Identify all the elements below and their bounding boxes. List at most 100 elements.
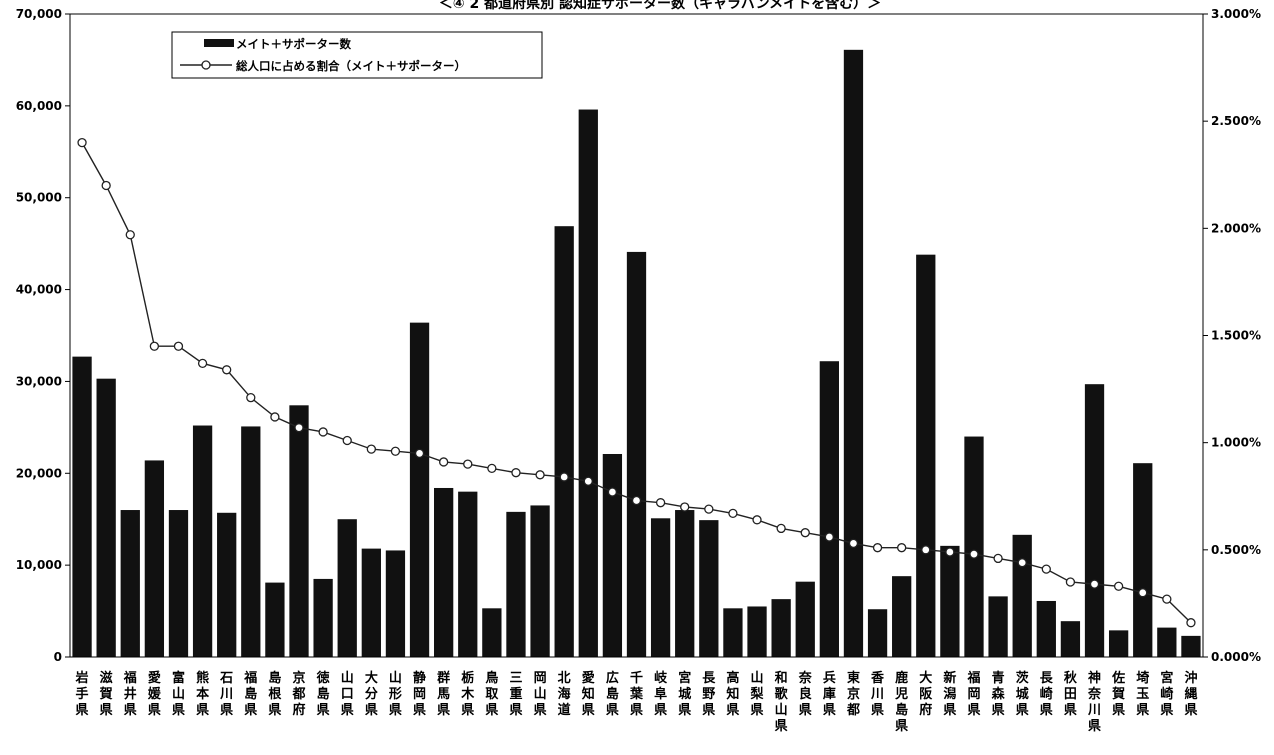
ratio-point xyxy=(125,230,135,240)
ratio-point xyxy=(197,358,208,369)
ratio-point xyxy=(1113,581,1124,591)
bar xyxy=(241,426,261,657)
ratio-point xyxy=(270,412,280,422)
ratio-point xyxy=(848,538,859,549)
category-label: 三重県 xyxy=(509,671,522,718)
y2-tick-label: 0.000% xyxy=(1211,650,1261,664)
y2-tick-label: 1.000% xyxy=(1211,436,1261,450)
ratio-point xyxy=(824,532,835,542)
category-label: 静岡県 xyxy=(413,670,426,718)
ratio-point xyxy=(1186,618,1196,628)
category-label: 福島県 xyxy=(243,670,257,718)
category-label: 岩手県 xyxy=(75,670,89,718)
ratio-point xyxy=(704,504,714,514)
bar xyxy=(385,550,406,657)
category-label: 香川県 xyxy=(870,670,885,718)
category-label: 東京都 xyxy=(846,670,860,718)
ratio-point xyxy=(1065,577,1076,587)
ratio-point xyxy=(173,341,184,351)
bar xyxy=(747,606,767,657)
category-label: 千葉県 xyxy=(629,670,644,718)
bar xyxy=(144,460,165,657)
ratio-point xyxy=(535,470,545,480)
bar xyxy=(675,510,695,657)
bar xyxy=(626,251,647,657)
bar xyxy=(723,608,743,657)
category-label: 岐阜県 xyxy=(654,670,668,718)
ratio-point xyxy=(342,435,352,446)
ratio-point xyxy=(246,393,256,403)
legend-label-ratio: 総人口に占める割合（メイト＋サポーター） xyxy=(236,59,466,73)
bar xyxy=(72,356,92,657)
ratio-point xyxy=(969,549,979,559)
bar xyxy=(699,520,719,657)
category-label: 島根県 xyxy=(268,670,282,718)
ratio-point xyxy=(487,463,497,474)
bar xyxy=(602,453,623,657)
category-label: 愛媛県 xyxy=(147,670,162,718)
bar xyxy=(289,405,309,657)
category-label: 鹿児島県 xyxy=(894,670,908,734)
bar xyxy=(434,487,454,657)
bar xyxy=(506,511,526,657)
category-label: 大分県 xyxy=(365,670,378,718)
bar xyxy=(337,519,357,657)
ratio-point xyxy=(921,545,931,555)
category-label: 石川県 xyxy=(219,671,233,718)
ratio-point xyxy=(752,515,762,525)
category-label: 奈良県 xyxy=(798,670,813,718)
y2-tick-label: 3.000% xyxy=(1211,7,1261,21)
category-label: 沖縄県 xyxy=(1184,670,1197,718)
bar xyxy=(578,109,598,657)
chart-title: ＜④ 2 都道府県別 認知症サポーター数（キャラバンメイトを含む）＞ xyxy=(439,0,881,12)
ratio-point xyxy=(583,476,593,486)
category-label: 京都府 xyxy=(292,670,306,718)
ratio-point xyxy=(800,528,810,538)
ratio-point xyxy=(1041,564,1051,574)
ratio-point xyxy=(318,427,328,437)
category-label: 長野県 xyxy=(702,671,716,718)
y-tick-label: 30,000 xyxy=(16,374,62,388)
ratio-point xyxy=(1162,594,1172,604)
bar xyxy=(771,599,791,657)
ratio-point xyxy=(438,457,449,467)
bar xyxy=(1060,621,1081,657)
ratio-point xyxy=(655,498,666,508)
y2-tick-label: 0.500% xyxy=(1211,543,1261,557)
ratio-point xyxy=(1017,558,1027,568)
bar xyxy=(1133,463,1153,657)
y-tick-label: 50,000 xyxy=(16,191,62,205)
legend-label-bars: メイト＋サポーター数 xyxy=(236,37,351,51)
category-label: 兵庫県 xyxy=(823,670,836,718)
category-label: 鳥取県 xyxy=(485,670,499,718)
ratio-point xyxy=(101,180,111,191)
ratio-point xyxy=(222,365,232,375)
category-label: 和歌山県 xyxy=(775,670,789,734)
bar xyxy=(795,581,815,657)
bar xyxy=(313,578,333,657)
category-label: 新潟県 xyxy=(943,670,956,718)
bar xyxy=(554,226,574,657)
category-label: 青森県 xyxy=(992,670,1006,718)
category-label: 高知県 xyxy=(726,670,739,718)
ratio-point xyxy=(728,508,738,519)
bar xyxy=(530,505,550,657)
bar xyxy=(409,322,430,657)
category-label: 福岡県 xyxy=(966,670,980,718)
y-tick-label: 10,000 xyxy=(16,558,62,572)
bar xyxy=(650,518,671,657)
category-label: 山形県 xyxy=(389,670,402,718)
legend-marker-swatch xyxy=(201,60,211,70)
ratio-point xyxy=(366,444,376,454)
category-label: 山梨県 xyxy=(750,670,765,718)
ratio-point xyxy=(872,543,883,553)
bar xyxy=(964,436,984,657)
y-tick-label: 70,000 xyxy=(16,7,62,21)
legend-bar-swatch xyxy=(204,39,234,47)
bar xyxy=(1012,534,1032,657)
category-label: 神奈川県 xyxy=(1087,670,1102,734)
y-tick-label: 0 xyxy=(54,650,62,664)
ratio-point xyxy=(607,487,618,497)
